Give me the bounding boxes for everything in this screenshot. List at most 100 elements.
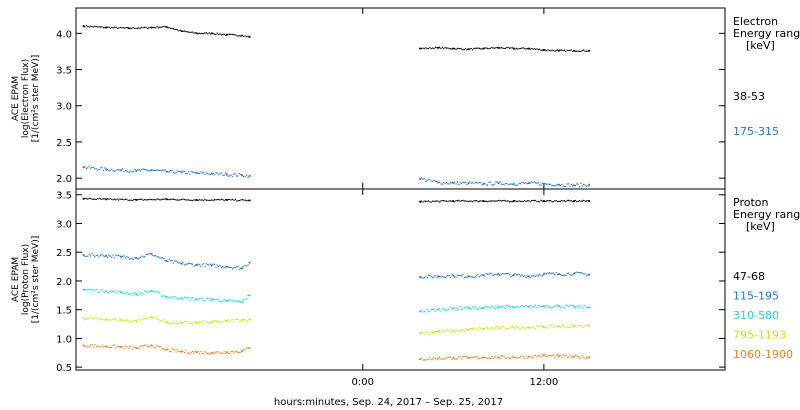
data-point-fill	[529, 277, 531, 279]
data-point-fill	[129, 27, 131, 30]
data-point	[226, 265, 228, 268]
data-point	[512, 183, 515, 185]
data-point-fill	[126, 170, 128, 172]
data-point	[150, 344, 153, 347]
data-point-fill	[470, 182, 472, 184]
data-point-fill	[506, 46, 508, 49]
data-point-fill	[185, 263, 187, 265]
data-point-fill	[587, 323, 589, 326]
data-point-fill	[133, 258, 135, 260]
data-point-fill	[130, 345, 132, 347]
data-point-fill	[164, 198, 166, 200]
data-point-fill	[566, 325, 568, 327]
data-point-fill	[160, 295, 162, 297]
data-point-fill	[104, 346, 106, 348]
data-point-fill	[159, 320, 161, 323]
data-point	[558, 183, 560, 186]
data-point-fill	[507, 200, 509, 202]
data-point-fill	[440, 48, 442, 50]
data-point-fill	[504, 200, 507, 202]
data-point-fill	[540, 325, 542, 327]
data-point-fill	[485, 326, 487, 329]
data-point-fill	[235, 318, 238, 320]
data-point-fill	[477, 328, 479, 330]
data-point-fill	[133, 346, 135, 348]
data-point-fill	[458, 47, 460, 50]
data-point-fill	[247, 320, 249, 322]
data-point-fill	[533, 275, 535, 277]
electron-ytick-label: 4.0	[56, 29, 72, 40]
data-point	[482, 200, 485, 202]
data-point-fill	[552, 326, 555, 329]
data-point-fill	[583, 183, 585, 186]
data-point-fill	[496, 357, 498, 359]
data-point-fill	[150, 199, 153, 201]
data-point-fill	[170, 260, 172, 262]
data-point-fill	[458, 199, 460, 201]
data-point-fill	[121, 27, 123, 29]
data-point-fill	[108, 170, 110, 172]
data-point-fill	[425, 275, 427, 277]
data-point-fill	[133, 199, 135, 201]
data-point-fill	[488, 200, 490, 202]
data-point-fill	[535, 304, 537, 306]
data-point-fill	[521, 274, 523, 276]
data-point-fill	[123, 292, 125, 294]
data-point-fill	[469, 356, 471, 358]
data-point-fill	[548, 200, 550, 202]
data-point-fill	[533, 354, 535, 356]
data-point-fill	[92, 288, 95, 291]
data-point-fill	[508, 183, 511, 185]
data-point-fill	[515, 274, 518, 276]
data-point-fill	[422, 277, 424, 279]
data-point-fill	[139, 256, 142, 258]
data-point-fill	[156, 291, 158, 293]
data-point-fill	[200, 265, 202, 268]
data-point-fill	[247, 176, 249, 179]
data-point-fill	[219, 322, 221, 324]
data-point-fill	[517, 274, 519, 276]
data-point-fill	[502, 355, 504, 357]
data-point-fill	[584, 305, 586, 307]
data-point	[150, 26, 153, 29]
data-point-fill	[562, 324, 564, 327]
data-point-fill	[577, 324, 579, 326]
data-point-fill	[127, 256, 129, 259]
data-point-fill	[215, 321, 217, 323]
data-point-fill	[425, 180, 427, 182]
data-point-fill	[547, 272, 549, 274]
data-point-fill	[519, 328, 522, 330]
data-point-fill	[172, 296, 175, 298]
data-point-fill	[434, 330, 437, 333]
data-point-fill	[144, 168, 146, 171]
data-point-fill	[123, 27, 126, 29]
data-point-fill	[580, 271, 582, 274]
data-point	[248, 199, 251, 202]
data-point	[165, 321, 168, 324]
data-point	[180, 321, 183, 324]
data-point-fill	[507, 305, 509, 307]
proton-ytick-label: 0.5	[56, 363, 72, 374]
data-point	[467, 328, 470, 331]
data-point-fill	[518, 182, 520, 184]
data-point-fill	[466, 49, 468, 51]
data-point-fill	[511, 47, 513, 49]
data-point-fill	[247, 264, 249, 266]
data-point-fill	[197, 172, 199, 174]
data-point-fill	[112, 170, 114, 172]
data-point-fill	[487, 306, 489, 308]
data-point	[588, 356, 591, 359]
data-point-fill	[552, 49, 555, 52]
data-point	[437, 308, 440, 311]
data-point-fill	[218, 300, 220, 302]
data-point-fill	[581, 327, 583, 329]
data-point-fill	[488, 181, 490, 183]
data-point-fill	[456, 308, 459, 310]
data-point-fill	[436, 359, 438, 361]
data-point	[467, 307, 470, 309]
data-point-fill	[456, 200, 459, 202]
data-point-fill	[510, 306, 512, 308]
data-point	[419, 310, 422, 313]
data-point-fill	[98, 198, 100, 200]
data-point-fill	[178, 298, 180, 300]
